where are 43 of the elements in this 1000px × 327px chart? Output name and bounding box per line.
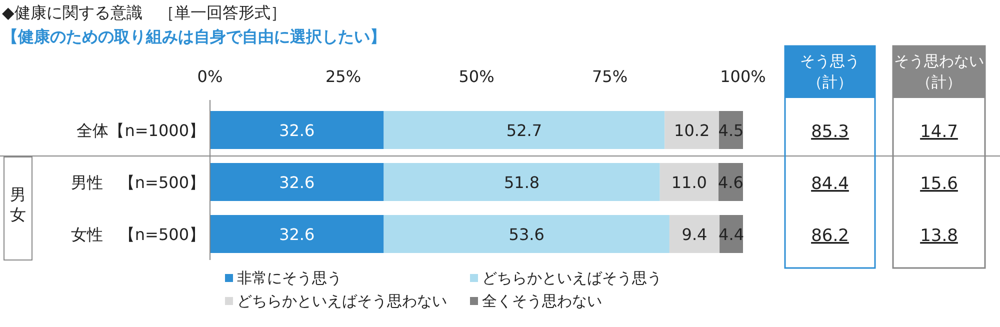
bar: [210, 111, 384, 149]
legend-label: どちらかといえばそう思わない: [237, 292, 447, 310]
bar: [384, 215, 670, 253]
y-tick-label: 男性 【n=500】: [70, 173, 205, 192]
text: 4.5: [718, 121, 744, 140]
text: 9.4: [682, 225, 708, 244]
text: そう思わない（計）: [894, 52, 984, 91]
chart-title: ◆健康に関する意識 ［単一回答形式］: [2, 3, 286, 22]
x-tick-label: 0%: [197, 67, 223, 86]
y-tick-label: 女性 【n=500】: [70, 225, 205, 244]
chart-subtitle: 【健康のための取り組みは自身で自由に選択したい】: [2, 27, 386, 46]
text: 13.8: [920, 226, 958, 246]
text: 32.6: [279, 173, 315, 192]
x-tick-label: 25%: [325, 67, 362, 86]
legend-label: 全くそう思わない: [482, 292, 602, 310]
text: 10.2: [674, 121, 710, 140]
text: 4.6: [718, 173, 744, 192]
text: 32.6: [279, 225, 315, 244]
x-tick-label: 50%: [458, 67, 494, 86]
text: 32.6: [279, 121, 315, 140]
text: 15.6: [920, 174, 958, 194]
bar: [384, 111, 665, 149]
text: 51.8: [504, 173, 540, 192]
x-tick-label: 75%: [592, 67, 628, 86]
text: そう思う（計）: [800, 52, 860, 91]
bar: [664, 111, 720, 149]
bar: [210, 163, 384, 201]
text: 11.0: [671, 173, 707, 192]
text: 86.2: [811, 226, 849, 246]
x-tick-label: 100%: [720, 67, 766, 86]
text: 84.4: [811, 174, 849, 194]
text: 53.6: [508, 225, 544, 244]
legend-label: どちらかといえばそう思う: [482, 269, 662, 287]
text: 14.7: [920, 122, 958, 142]
bar: [384, 163, 660, 201]
bar: [210, 215, 384, 253]
legend-label: 非常にそう思う: [237, 269, 342, 287]
text: 52.7: [506, 121, 542, 140]
bar: [669, 215, 720, 253]
text: 男女: [10, 185, 26, 224]
bar: [660, 163, 718, 201]
text: 85.3: [811, 122, 849, 142]
y-tick-label: 全体【n=1000】: [76, 121, 205, 140]
